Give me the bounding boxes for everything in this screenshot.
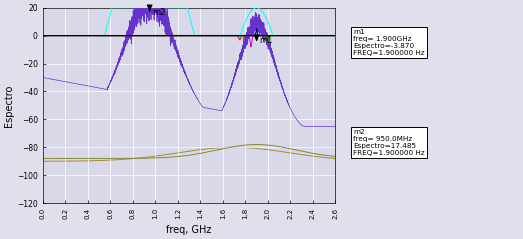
Text: m2: m2 xyxy=(152,8,165,17)
Text: m2
freq= 950.0MHz
Espectro=17.485
FREQ=1.900000 Hz: m2 freq= 950.0MHz Espectro=17.485 FREQ=1… xyxy=(353,129,425,156)
Y-axis label: Espectro: Espectro xyxy=(4,84,14,127)
Text: m1: m1 xyxy=(259,36,272,45)
Text: m1
freq= 1.900GHz
Espectro=-3.870
FREQ=1.900000 Hz: m1 freq= 1.900GHz Espectro=-3.870 FREQ=1… xyxy=(353,29,425,56)
X-axis label: freq, GHz: freq, GHz xyxy=(166,225,212,235)
